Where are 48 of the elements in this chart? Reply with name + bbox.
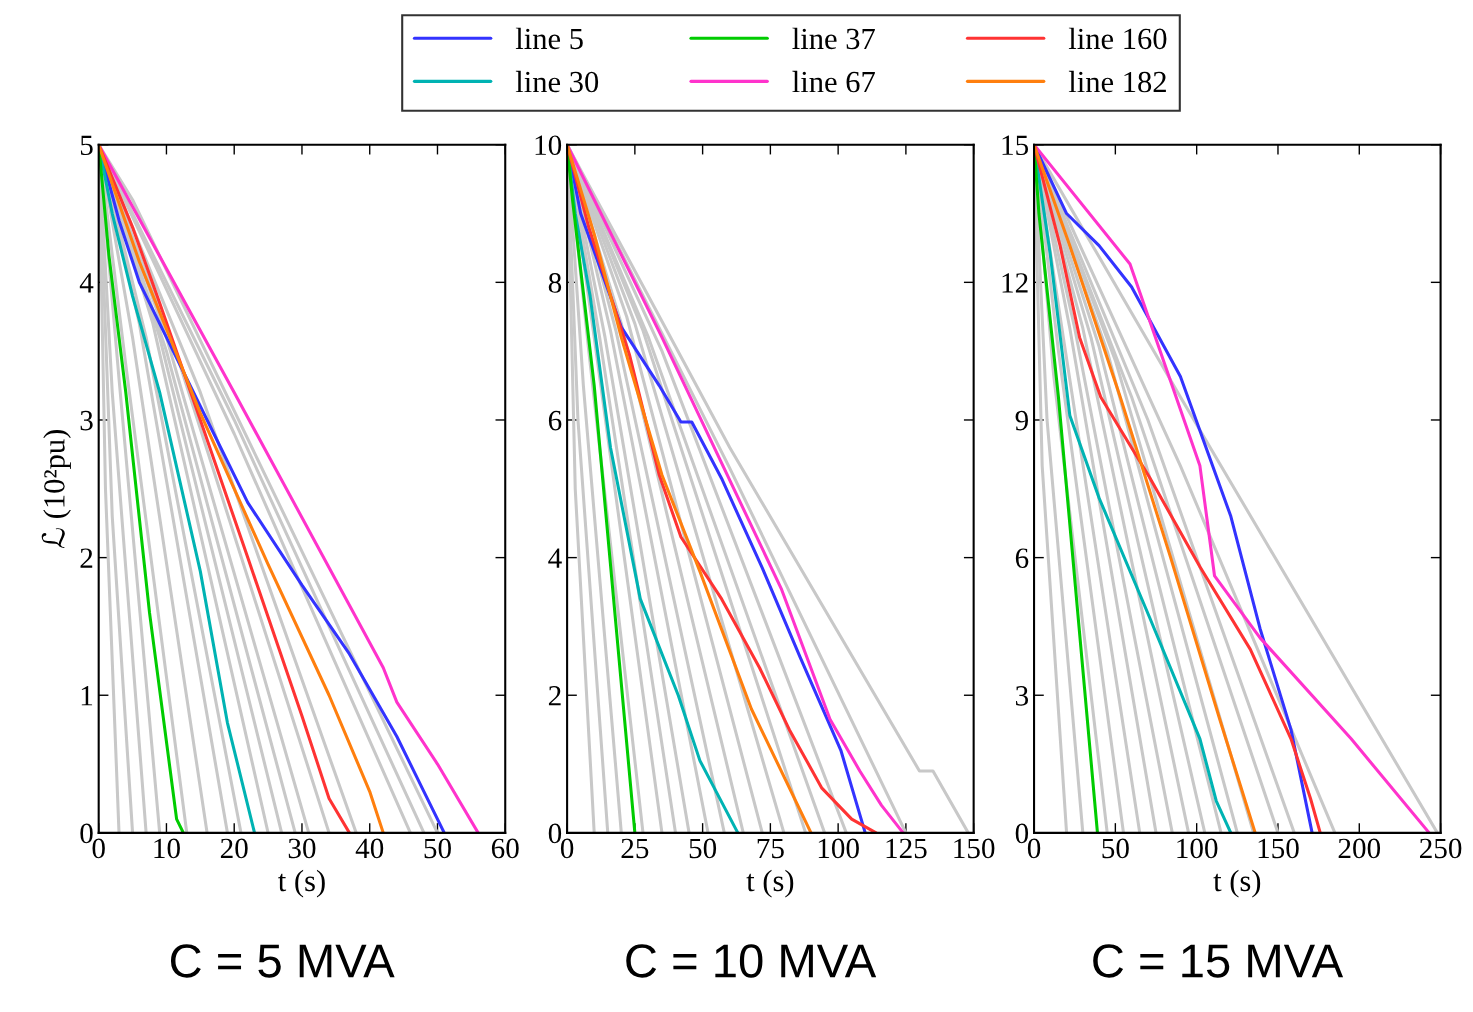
text: C = 15 MVA <box>1093 944 1344 978</box>
y-tick-label: 0 <box>548 823 562 844</box>
x-tick-label: 150 <box>1258 838 1299 859</box>
y-tick-label: 0 <box>80 823 93 844</box>
x-tick-label: 250 <box>1420 838 1462 859</box>
y-tick-label: 6 <box>1015 548 1029 569</box>
x-tick-label: 30 <box>288 838 316 859</box>
x-tick-label: 100 <box>1177 838 1218 859</box>
x-tick-label: 60 <box>491 838 519 859</box>
y-tick-label: 4 <box>79 273 94 293</box>
y-tick-label: 2 <box>548 686 561 706</box>
y-tick-label: 6 <box>548 410 562 431</box>
y-tick-label: 12 <box>1002 273 1028 293</box>
y-tick-label: 5 <box>80 135 93 156</box>
x-tick-label: 50 <box>1102 838 1129 859</box>
y-tick-label: 9 <box>1015 410 1028 431</box>
legend-label: line 160 <box>1068 27 1167 50</box>
y-tick-label: 3 <box>80 410 93 431</box>
y-tick-label: 15 <box>1002 135 1029 156</box>
y-tick-label: 4 <box>548 548 562 568</box>
x-tick-label: 200 <box>1338 838 1381 859</box>
x-tick-label: 20 <box>220 838 248 859</box>
y-tick-label: 2 <box>80 548 93 568</box>
x-axis-title: t (s) <box>278 869 325 898</box>
y-tick-label: 0 <box>1015 823 1029 844</box>
x-tick-label: 10 <box>154 838 180 859</box>
legend-label: line 67 <box>792 70 875 93</box>
y-axis-title: ℒ (10²pu) <box>41 430 71 548</box>
text: C = 10 MVA <box>626 944 877 978</box>
x-tick-label: 50 <box>689 838 717 859</box>
text: C = 5 MVA <box>170 944 395 978</box>
legend-label: line 5 <box>515 27 583 50</box>
y-tick-label: 10 <box>535 135 562 156</box>
x-tick-label: 75 <box>757 838 784 859</box>
y-tick-label: 8 <box>548 273 562 293</box>
legend-label: line 182 <box>1068 70 1166 93</box>
x-tick-label: 25 <box>621 838 649 859</box>
x-axis-title: t (s) <box>1213 869 1261 898</box>
x-tick-label: 40 <box>355 838 384 859</box>
x-tick-label: 100 <box>818 838 859 859</box>
x-tick-label: 150 <box>954 838 995 859</box>
x-tick-label: 50 <box>424 838 451 859</box>
x-axis-title: t (s) <box>746 869 794 898</box>
y-tick-label: 3 <box>1016 686 1029 706</box>
legend-label: line 37 <box>792 27 875 50</box>
x-tick-label: 125 <box>886 838 927 859</box>
y-tick-label: 1 <box>81 686 93 706</box>
legend-label: line 30 <box>515 70 599 93</box>
